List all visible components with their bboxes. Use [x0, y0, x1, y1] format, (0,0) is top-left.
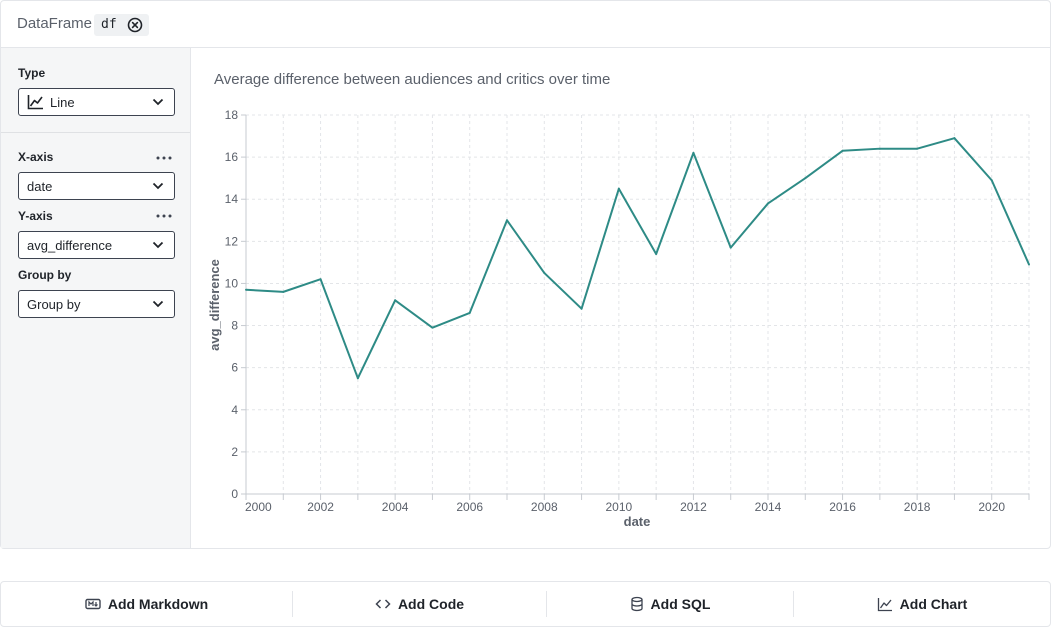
dataframe-chip[interactable]: df [94, 14, 149, 36]
chart-series [245, 137, 1030, 380]
add-markdown-button[interactable]: Add Markdown [1, 582, 292, 626]
close-circle-icon[interactable] [127, 17, 143, 33]
x-tick-label: 2004 [382, 500, 409, 514]
line-chart-icon [27, 95, 43, 110]
data-point [580, 307, 583, 310]
code-icon [375, 599, 391, 609]
type-select-value: Line [50, 95, 75, 110]
chart-area: Average difference between audiences and… [191, 48, 1050, 548]
database-icon [630, 596, 643, 612]
dataframe-name: df [101, 17, 117, 32]
x-axis-select-value: date [27, 179, 53, 194]
data-point [655, 252, 658, 255]
chart-cell: DataFrame df Type Line X-axis date [0, 0, 1051, 549]
chart-ticks: 0 2 4 6 8 10 12 14 16 18 2000 2002 2004 2006 2008 2010 2… [225, 108, 1006, 514]
chevron-down-icon [152, 241, 164, 249]
chevron-down-icon [152, 182, 164, 190]
data-point [468, 311, 471, 314]
y-axis-more-icon[interactable] [155, 211, 173, 221]
x-tick-label: 2010 [606, 500, 633, 514]
x-tick-label: 2016 [829, 500, 856, 514]
markdown-icon [85, 598, 101, 610]
add-sql-label: Add SQL [650, 596, 711, 612]
chart-title: Average difference between audiences and… [214, 71, 611, 88]
y-tick-label: 18 [225, 108, 239, 122]
chevron-down-icon [152, 300, 164, 308]
x-tick-label: 2000 [245, 500, 272, 514]
y-tick-label: 4 [231, 403, 238, 417]
x-tick-label: 2018 [904, 500, 931, 514]
chart-grid [245, 114, 1030, 494]
group-by-select-value: Group by [27, 297, 81, 312]
type-select[interactable]: Line [18, 88, 175, 116]
y-axis-title: avg_difference [207, 259, 222, 351]
data-point [767, 202, 769, 205]
x-axis-label: X-axis [18, 150, 54, 164]
x-tick-label: 2008 [531, 500, 558, 514]
data-point [1028, 263, 1030, 266]
toolbar-separator [292, 591, 293, 617]
chart-axes [241, 114, 1030, 500]
x-tick-label: 2002 [307, 500, 334, 514]
x-tick-label: 2014 [755, 500, 782, 514]
group-by-label: Group by [18, 268, 72, 282]
add-chart-label: Add Chart [899, 596, 968, 612]
data-point [617, 187, 620, 190]
add-cell-toolbar: Add Markdown Add Code Add SQL Add Chart [0, 581, 1051, 627]
data-point [692, 151, 695, 154]
data-point [245, 288, 247, 291]
data-point [878, 147, 881, 150]
data-point [543, 271, 546, 274]
x-tick-label: 2006 [456, 500, 483, 514]
add-sql-button[interactable]: Add SQL [547, 582, 793, 626]
data-point [804, 177, 807, 180]
y-tick-label: 14 [225, 192, 239, 206]
x-axis-select[interactable]: date [18, 172, 175, 200]
data-point [841, 149, 844, 152]
series-line-avg-difference [245, 137, 1030, 380]
data-point [916, 147, 919, 150]
add-chart-button[interactable]: Add Chart [794, 582, 1050, 626]
y-tick-label: 10 [225, 276, 239, 290]
x-axis-title: date [624, 514, 651, 529]
data-point [394, 299, 397, 302]
cell-header: DataFrame df [1, 1, 1050, 48]
chart-config-sidebar: Type Line X-axis date Y-axis avg_differe… [1, 48, 191, 548]
line-chart-icon [877, 597, 892, 611]
group-by-select[interactable]: Group by [18, 290, 175, 318]
data-point [506, 219, 508, 222]
data-point [729, 246, 732, 249]
add-code-button[interactable]: Add Code [293, 582, 546, 626]
y-tick-label: 12 [225, 234, 239, 248]
toolbar-separator [793, 591, 794, 617]
x-tick-label: 2012 [680, 500, 707, 514]
data-point [319, 278, 322, 281]
y-tick-label: 0 [231, 487, 238, 501]
chevron-down-icon [152, 98, 164, 106]
x-axis-more-icon[interactable] [155, 153, 173, 163]
toolbar-separator [546, 591, 547, 617]
y-tick-label: 6 [231, 361, 238, 375]
x-tick-label: 2020 [978, 500, 1005, 514]
data-point [953, 137, 956, 140]
data-point [431, 326, 434, 329]
data-point [990, 179, 993, 182]
y-tick-label: 2 [231, 445, 238, 459]
add-code-label: Add Code [397, 596, 465, 612]
add-markdown-label: Add Markdown [107, 596, 209, 612]
data-point [356, 377, 359, 380]
y-tick-label: 16 [225, 150, 239, 164]
y-axis-select-value: avg_difference [27, 238, 113, 253]
dataframe-label: DataFrame [17, 15, 93, 32]
y-axis-select[interactable]: avg_difference [18, 231, 175, 259]
type-label: Type [18, 66, 46, 80]
sidebar-divider [1, 132, 190, 133]
data-point [282, 290, 285, 293]
line-chart: 0 2 4 6 8 10 12 14 16 18 2000 2002 2004 2006 2008 2010 2… [207, 108, 1030, 529]
y-axis-label: Y-axis [18, 209, 53, 223]
y-tick-label: 8 [231, 319, 238, 333]
